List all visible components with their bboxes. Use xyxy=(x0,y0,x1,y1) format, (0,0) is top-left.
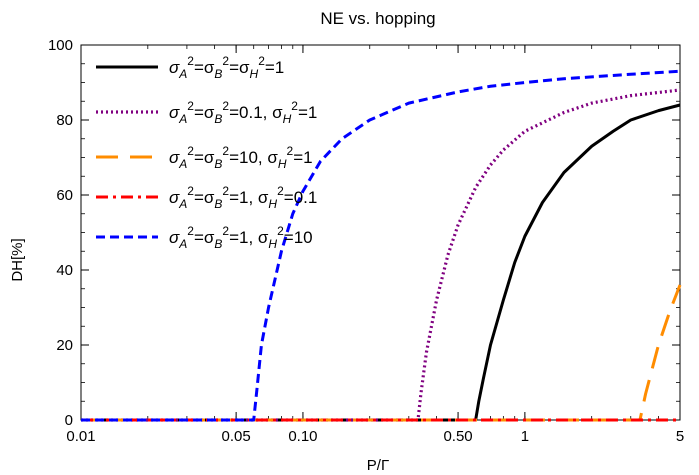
y-tick-label: 0 xyxy=(65,412,73,429)
x-tick-label: 0.01 xyxy=(66,428,95,445)
x-tick-label: 5 xyxy=(676,428,684,445)
series-line-1 xyxy=(81,103,681,422)
y-tick-label: 100 xyxy=(48,37,73,54)
legend-label-4: σA2=σB2=1, σH2=0.1 xyxy=(169,184,317,211)
series-line-2 xyxy=(81,88,681,422)
x-tick-label: 0.50 xyxy=(443,428,472,445)
legend-label-1: σA2=σB2=σH2=1 xyxy=(169,54,284,81)
y-tick-label: 60 xyxy=(56,187,73,204)
x-tick-label: 0.05 xyxy=(222,428,251,445)
y-tick-label: 80 xyxy=(56,112,73,129)
x-tick-label: 1 xyxy=(521,428,529,445)
x-axis-label: P/Γ xyxy=(367,457,389,474)
legend-label-5: σA2=σB2=1, σH2=10 xyxy=(169,224,313,251)
y-tick-label: 20 xyxy=(56,337,73,354)
series-line-5 xyxy=(81,69,681,422)
x-tick-label: 0.10 xyxy=(288,428,317,445)
y-axis-label: DH[%] xyxy=(9,238,26,281)
series-line-3 xyxy=(81,284,682,422)
legend-label-2: σA2=σB2=0.1, σH2=1 xyxy=(169,99,317,126)
chart-title: NE vs. hopping xyxy=(320,9,435,28)
y-tick-label: 40 xyxy=(56,262,73,279)
legend-label-3: σA2=σB2=10, σH2=1 xyxy=(169,144,313,171)
